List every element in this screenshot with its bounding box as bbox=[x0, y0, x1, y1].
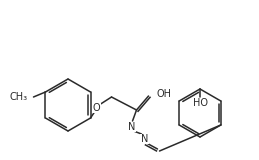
Text: OH: OH bbox=[156, 89, 171, 99]
Text: N: N bbox=[128, 122, 135, 132]
Text: N: N bbox=[141, 134, 148, 144]
Text: CH₃: CH₃ bbox=[9, 92, 27, 102]
Text: HO: HO bbox=[192, 98, 207, 108]
Text: O: O bbox=[93, 103, 100, 113]
